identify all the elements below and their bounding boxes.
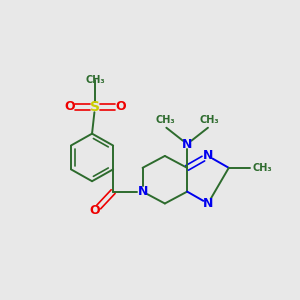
Text: CH₃: CH₃: [85, 75, 105, 85]
Text: N: N: [137, 185, 148, 198]
Text: S: S: [90, 100, 100, 114]
Text: CH₃: CH₃: [253, 163, 272, 173]
Text: CH₃: CH₃: [200, 115, 219, 125]
Text: N: N: [203, 149, 213, 162]
Text: N: N: [203, 197, 213, 210]
Text: O: O: [90, 204, 100, 218]
Text: O: O: [115, 100, 126, 113]
Text: O: O: [64, 100, 75, 113]
Text: N: N: [182, 138, 192, 151]
Text: CH₃: CH₃: [155, 115, 175, 125]
